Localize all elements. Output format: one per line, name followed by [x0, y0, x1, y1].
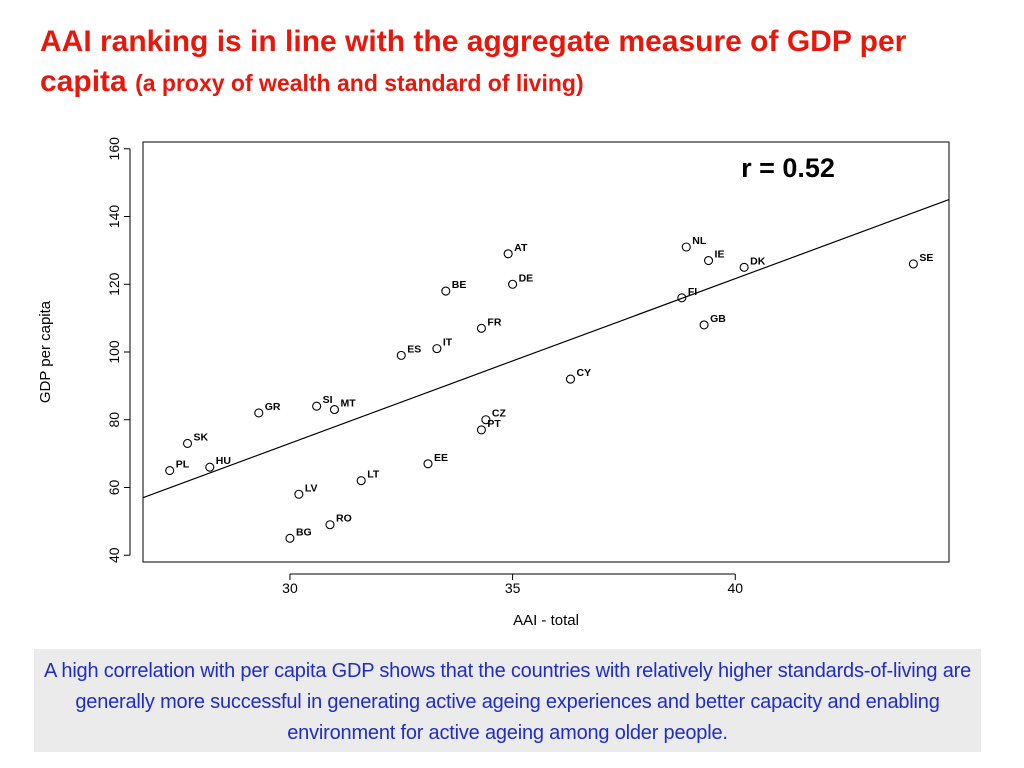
data-point — [703, 255, 714, 266]
data-point — [329, 405, 340, 415]
data-point-label: SK — [194, 431, 209, 443]
y-tick-label: 40 — [106, 547, 122, 563]
data-point — [356, 476, 366, 486]
data-point — [432, 344, 442, 354]
data-point-label: NL — [692, 235, 707, 247]
data-point — [396, 350, 406, 360]
x-tick-label: 40 — [727, 580, 743, 596]
y-tick-label: 80 — [106, 412, 122, 428]
data-point-label: IE — [715, 249, 725, 261]
data-point-label: AT — [514, 242, 528, 254]
plot-frame — [142, 141, 950, 563]
data-point-label: MT — [340, 398, 356, 410]
data-point — [254, 408, 264, 418]
data-point — [205, 462, 215, 472]
data-point — [441, 286, 451, 296]
data-point-label: BE — [452, 279, 467, 291]
data-point — [681, 242, 691, 252]
data-point-label: PL — [176, 459, 190, 471]
y-tick-label: 120 — [106, 272, 122, 296]
correlation-annotation: r = 0.52 — [741, 153, 835, 183]
data-point — [423, 459, 433, 469]
y-axis-title: GDP per capita — [37, 300, 54, 403]
data-point-label: DE — [519, 272, 534, 284]
y-tick-label: 60 — [106, 479, 122, 495]
data-point-label: GR — [265, 401, 281, 413]
data-point-label: DK — [750, 255, 766, 267]
data-point-label: FR — [487, 316, 501, 328]
slide-title-main: AAI ranking is in line with the aggregat… — [40, 25, 907, 98]
data-point-label: SI — [323, 394, 333, 406]
data-point — [508, 279, 518, 289]
data-point — [285, 533, 295, 543]
data-point — [182, 438, 193, 449]
data-point-label: FI — [688, 286, 697, 298]
data-point-label: HU — [216, 455, 231, 467]
regression-line — [142, 199, 950, 499]
x-tick-label: 35 — [505, 580, 521, 596]
data-point — [325, 520, 335, 530]
data-point — [476, 323, 486, 333]
data-point-label: ES — [407, 343, 421, 355]
data-point — [699, 320, 709, 330]
data-point-label: EE — [434, 452, 448, 464]
x-tick-label: 30 — [282, 580, 298, 596]
caption-text: A high correlation with per capita GDP s… — [44, 660, 971, 744]
data-point — [294, 489, 304, 499]
data-point — [503, 249, 513, 259]
data-point-label: BG — [296, 526, 312, 538]
slide-title: AAI ranking is in line with the aggregat… — [40, 22, 1000, 103]
scatter-plot: 30 35 40 40 60 80 100 120 140 160 AAI - total GDP p… — [37, 137, 950, 629]
data-point — [481, 415, 491, 425]
data-point — [312, 401, 322, 411]
y-tick-label: 140 — [106, 205, 122, 229]
data-point-label: CZ — [492, 408, 507, 420]
caption-box: A high correlation with per capita GDP s… — [34, 649, 981, 752]
y-tick-label: 100 — [106, 340, 122, 364]
data-point — [677, 293, 687, 303]
data-point — [908, 259, 918, 269]
data-point-label: GB — [710, 313, 726, 325]
data-point — [165, 465, 175, 476]
data-point-label: LT — [367, 469, 380, 481]
data-point-label: SE — [919, 252, 933, 264]
slide-title-sub: (a proxy of wealth and standard of livin… — [135, 70, 584, 96]
data-point — [476, 425, 486, 435]
data-point-label: PT — [487, 418, 501, 430]
x-axis-title: AAI - total — [513, 612, 579, 629]
y-tick-label: 160 — [106, 137, 122, 161]
data-point — [739, 262, 749, 272]
data-point-label: IT — [443, 337, 453, 349]
data-point-label: CY — [576, 367, 591, 379]
data-point-label: RO — [336, 513, 352, 525]
data-point-label: LV — [305, 482, 318, 494]
data-point — [565, 374, 576, 384]
